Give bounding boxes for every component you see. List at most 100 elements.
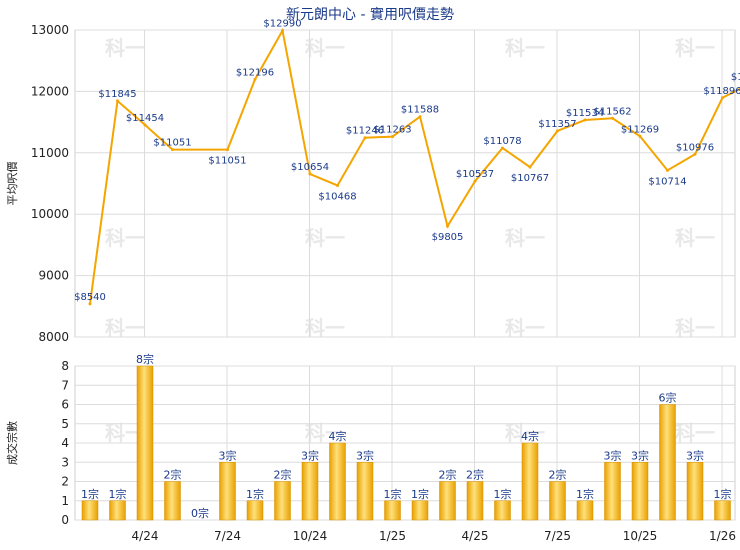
price-data-label: $11051 [208,156,246,167]
bar-data-label: 1宗 [384,487,402,501]
bar [549,481,566,521]
watermark: 科一 [505,421,545,445]
y-tick-label: 7 [61,378,69,392]
bar [659,404,676,521]
price-data-label: $11357 [538,119,576,130]
watermark: 科一 [505,316,545,340]
price-point [308,172,312,176]
x-tick-label: 4/24 [132,529,159,543]
price-data-label: $12196 [236,67,274,78]
price-data-label: $11078 [483,136,521,147]
bar [439,481,456,521]
price-data-label: $12990 [263,19,301,30]
x-tick-label: 7/25 [544,529,571,543]
x-tick-label: 4/25 [462,529,489,543]
price-point [721,96,724,100]
bar [466,481,484,521]
y-tick-label: 9000 [38,269,69,283]
watermark: 科一 [675,226,715,250]
bar-data-label: 8宗 [136,352,154,366]
price-point [88,302,92,306]
bar-data-label: 1宗 [411,487,429,501]
bar [411,500,429,521]
y-tick-label: 2 [61,475,69,489]
price-data-label: $11896 [703,86,740,97]
price-data-label: $10767 [511,173,549,184]
bar [109,500,126,521]
bar-data-label: 1宗 [494,487,512,501]
price-data-label: $11051 [153,138,191,149]
bar-data-label: 2宗 [274,468,292,482]
bar [329,442,346,521]
price-point [391,135,394,139]
bar-data-label: 3宗 [631,448,649,462]
y-tick-label: 13000 [31,23,69,37]
price-data-label: $11269 [621,124,659,135]
watermark: 科一 [675,36,715,60]
y-tick-label: 1 [61,494,69,508]
y-tick-label: 0 [61,513,69,527]
bar [301,462,319,521]
y-tick-label: 12000 [31,84,69,98]
bar [246,500,264,521]
price-data-label: $10654 [291,162,329,173]
price-data-label: $11263 [373,125,411,136]
bar [384,500,401,521]
bar-data-label: 2宗 [439,468,457,482]
price-data-label: $11246 [346,126,384,137]
bar-data-label: 3宗 [686,448,704,462]
price-point [281,29,284,33]
price-data-label: $12124 [731,72,740,83]
bar [81,500,99,521]
price-data-label: $10537 [456,169,494,180]
price-point [501,146,504,150]
price-point [253,77,257,81]
price-point [473,179,477,183]
y-tick-label: 11000 [31,146,69,160]
price-data-label: $10468 [318,191,356,202]
watermark: 科一 [305,316,345,340]
bar [576,500,594,521]
x-tick-label: 1/25 [379,529,406,543]
watermark: 科一 [105,36,145,60]
bar-data-label: 2宗 [549,468,567,482]
bar-data-label: 3宗 [219,448,237,462]
bar-data-label: 1宗 [246,487,264,501]
bar [631,462,649,521]
bar-data-label: 3宗 [301,448,319,462]
bar-data-label: 1宗 [81,487,99,501]
y-axis-label: 平均呎價 [5,162,19,206]
watermark: 科一 [305,421,345,445]
bar-data-label: 4宗 [329,429,347,443]
watermark: 科一 [105,226,145,250]
price-data-label: $11588 [401,105,439,116]
y-tick-label: 5 [61,417,69,431]
watermark: 科一 [675,421,715,445]
y-tick-label: 3 [61,455,69,469]
watermark: 科一 [675,316,715,340]
bar [521,442,539,521]
bar-data-label: 1宗 [109,487,127,501]
x-tick-label: 10/24 [293,529,328,543]
x-tick-label: 1/26 [709,529,736,543]
bar [714,500,731,521]
watermark: 科一 [505,36,545,60]
price-data-label: $11845 [98,89,136,100]
bar [136,365,154,521]
price-series-line [89,27,740,304]
price-point [611,116,614,120]
chart-title: 新元朗中心 - 實用呎價走勢 [286,7,454,23]
price-point [446,224,449,228]
price-point [693,152,697,156]
price-data-label: $10714 [648,176,686,187]
price-point [171,148,174,152]
watermark: 科一 [105,316,145,340]
price-data-label: $11454 [126,113,164,124]
price-point [226,148,229,152]
watermark: 科一 [505,226,545,250]
price-point [556,129,559,133]
line-plot-area [74,29,736,338]
price-data-label: $8540 [74,292,106,303]
